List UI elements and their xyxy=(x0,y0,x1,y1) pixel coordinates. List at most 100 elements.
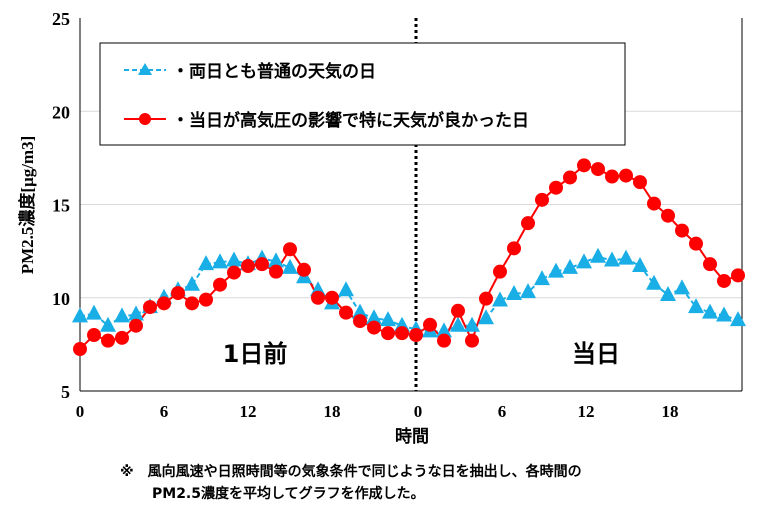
data-point-triangle xyxy=(352,303,368,319)
legend-circle-marker xyxy=(139,113,151,125)
data-point-circle xyxy=(605,169,619,184)
data-point-triangle xyxy=(562,258,578,274)
data-point-circle xyxy=(185,296,199,311)
data-point-circle xyxy=(241,259,255,274)
x-tick-label: 18 xyxy=(662,402,679,421)
data-point-triangle xyxy=(604,251,620,267)
data-point-circle xyxy=(675,223,689,238)
data-point-triangle xyxy=(492,291,508,307)
data-point-triangle xyxy=(688,298,704,314)
data-point-triangle xyxy=(506,285,522,301)
data-point-circle xyxy=(101,333,115,348)
data-point-triangle xyxy=(520,283,536,299)
data-point-circle xyxy=(479,291,493,306)
data-point-circle xyxy=(451,303,465,318)
legend: ・両日とも普通の天気の日 ・当日が高気圧の影響で特に天気が良かった日 xyxy=(99,42,626,146)
data-point-circle xyxy=(269,264,283,279)
data-point-circle xyxy=(311,290,325,305)
data-point-circle xyxy=(87,328,101,343)
legend-label-normal: ・両日とも普通の天気の日 xyxy=(172,61,376,82)
data-point-circle xyxy=(465,333,479,348)
y-tick-label: 20 xyxy=(52,102,70,122)
data-point-triangle xyxy=(282,258,298,274)
data-point-circle xyxy=(535,192,549,207)
y-tick-label: 10 xyxy=(52,289,70,309)
x-tick-label: 18 xyxy=(324,402,341,421)
data-point-triangle xyxy=(674,279,690,295)
data-point-circle xyxy=(171,286,185,301)
data-point-circle xyxy=(381,326,395,341)
data-point-circle xyxy=(619,168,633,183)
data-point-triangle xyxy=(198,255,214,271)
data-point-triangle xyxy=(128,305,144,321)
y-tick-label: 25 xyxy=(52,9,70,29)
data-point-triangle xyxy=(338,281,354,297)
y-axis-label: PM2.5濃度[μg/m3] xyxy=(17,136,37,275)
data-point-triangle xyxy=(730,311,746,327)
legend-triangle-marker xyxy=(138,63,152,75)
y-tick-label: 15 xyxy=(52,196,70,216)
data-point-triangle xyxy=(548,262,564,278)
data-point-triangle xyxy=(380,311,396,327)
data-point-circle xyxy=(507,241,521,256)
footnote-line-2: PM2.5濃度を平均してグラフを作成した。 xyxy=(152,485,425,502)
data-point-triangle xyxy=(646,274,662,290)
data-point-triangle xyxy=(212,253,228,269)
data-point-circle xyxy=(283,242,297,257)
footnote-line-1: ※ 風向風速や日照時間等の気象条件で同じような日を抽出し、各時間の xyxy=(120,463,582,480)
data-point-circle xyxy=(591,162,605,177)
data-point-circle xyxy=(717,273,731,288)
data-point-triangle xyxy=(436,322,452,338)
data-point-triangle xyxy=(184,275,200,291)
data-point-circle xyxy=(731,268,745,283)
legend-box xyxy=(99,42,626,146)
data-point-circle xyxy=(157,296,171,311)
data-point-circle xyxy=(213,277,227,292)
data-point-circle xyxy=(549,180,563,195)
data-point-circle xyxy=(703,257,717,272)
data-point-triangle xyxy=(618,249,634,265)
data-point-circle xyxy=(367,320,381,335)
data-point-triangle xyxy=(450,316,466,332)
data-point-triangle xyxy=(100,316,116,332)
data-point-circle xyxy=(647,196,661,211)
data-point-circle xyxy=(689,236,703,251)
series-line-1 xyxy=(79,164,739,350)
data-point-triangle xyxy=(366,309,382,325)
data-point-triangle xyxy=(632,257,648,273)
data-point-circle xyxy=(297,262,311,277)
data-point-circle xyxy=(493,264,507,279)
data-point-triangle xyxy=(660,285,676,301)
x-tick-label: 6 xyxy=(498,402,507,421)
x-tick-label: 12 xyxy=(240,402,257,421)
data-point-triangle xyxy=(114,307,130,323)
data-point-triangle xyxy=(534,270,550,286)
data-point-circle xyxy=(437,333,451,348)
data-point-circle xyxy=(73,342,87,357)
x-tick-label: 0 xyxy=(76,402,85,421)
data-point-circle xyxy=(353,314,367,329)
legend-label-fine: ・当日が高気圧の影響で特に天気が良かった日 xyxy=(172,110,529,131)
x-tick-label: 0 xyxy=(414,402,423,421)
data-point-circle xyxy=(521,216,535,231)
data-point-circle xyxy=(115,330,129,345)
data-point-triangle xyxy=(590,247,606,263)
data-point-circle xyxy=(563,170,577,185)
data-point-circle xyxy=(339,305,353,320)
data-point-circle xyxy=(199,292,213,307)
data-point-circle xyxy=(661,208,675,223)
data-point-triangle xyxy=(478,309,494,325)
x-tick-labels: 0 6 12 18 0 6 12 18 xyxy=(76,402,679,421)
data-point-triangle xyxy=(72,307,88,323)
data-point-circle xyxy=(143,300,157,315)
data-point-triangle xyxy=(226,251,242,267)
data-point-circle xyxy=(129,318,143,333)
x-tick-label: 6 xyxy=(160,402,169,421)
x-axis-label: 時間 xyxy=(395,426,429,447)
data-point-circle xyxy=(633,175,647,190)
data-point-circle xyxy=(577,158,591,173)
data-point-circle xyxy=(227,265,241,280)
x-tick-label: 12 xyxy=(578,402,595,421)
